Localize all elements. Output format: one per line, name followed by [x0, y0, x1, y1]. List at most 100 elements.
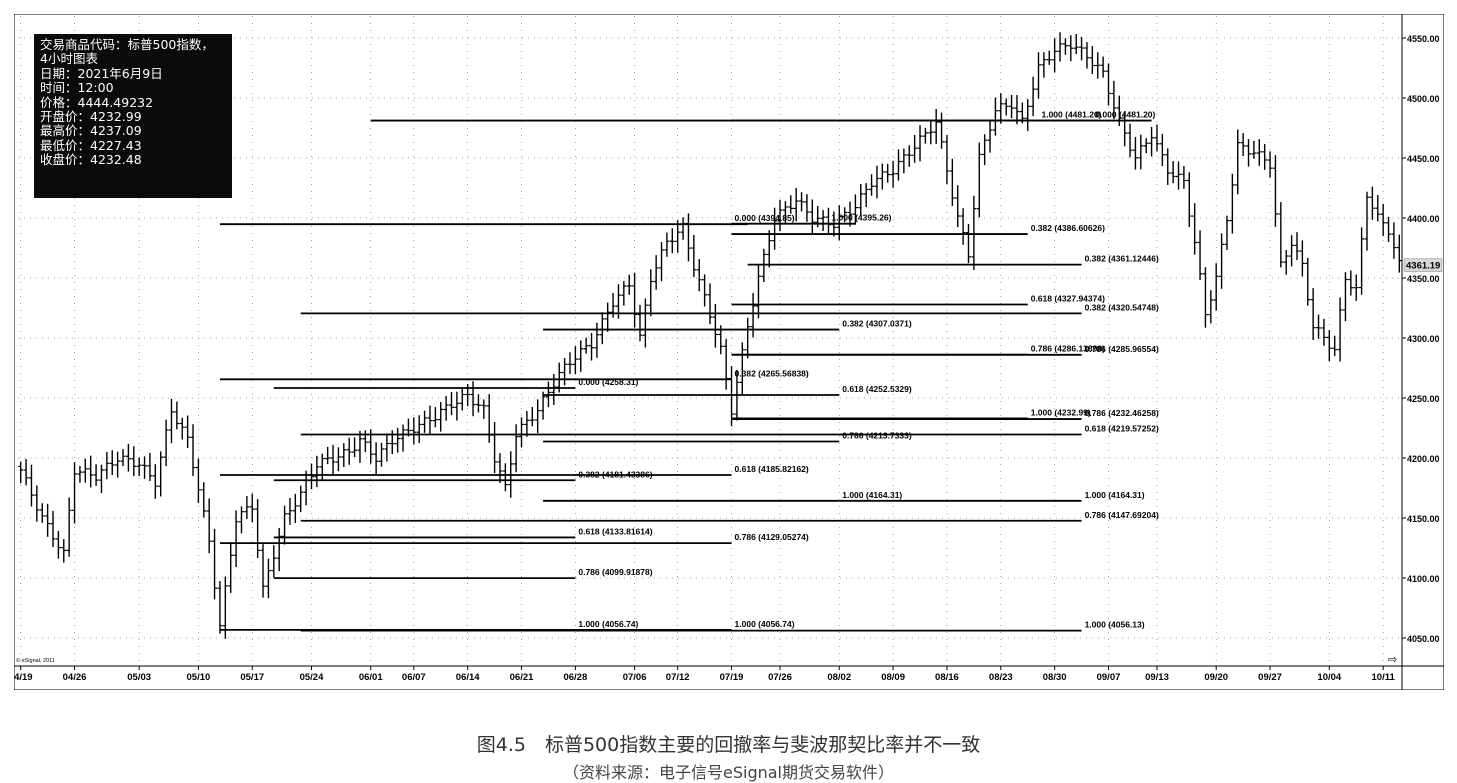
price-bar	[939, 112, 945, 149]
figure-caption: 图4.5 标普500指数主要的回撤率与斐波那契比率并不一致	[476, 734, 981, 756]
price-bar	[637, 304, 643, 342]
price-bar	[519, 417, 525, 448]
price-bar	[443, 396, 449, 421]
price-bar	[158, 451, 164, 497]
price-bar	[917, 125, 923, 162]
price-bar	[1219, 233, 1225, 289]
price-bar	[755, 264, 761, 319]
price-bar	[335, 447, 341, 472]
price-bar	[1289, 235, 1295, 267]
price-bar	[1176, 161, 1182, 190]
x-tick-label: 06/28	[563, 672, 587, 683]
price-bar	[1224, 215, 1230, 250]
fib-label: 1.000 (4164.31)	[842, 490, 902, 500]
price-bar	[1132, 137, 1138, 170]
price-bar	[1262, 143, 1268, 170]
price-bar	[1364, 191, 1370, 251]
price-bar	[1003, 98, 1009, 116]
price-bar	[955, 185, 961, 228]
price-bar	[933, 108, 939, 144]
price-bar	[976, 142, 982, 218]
price-bar	[384, 433, 390, 462]
price-bar	[1251, 140, 1257, 159]
fib-label: 0.382 (4386.60626)	[1031, 223, 1105, 233]
price-bar	[201, 482, 207, 518]
price-bar	[653, 255, 659, 290]
price-bar	[217, 581, 223, 634]
price-bar	[292, 493, 298, 523]
price-bar	[567, 352, 573, 374]
price-bar	[405, 418, 411, 437]
x-tick-label: 07/19	[720, 672, 744, 683]
info-close: 收盘价：4232.48	[40, 152, 142, 168]
price-bar	[799, 192, 805, 212]
price-bar	[1267, 151, 1273, 178]
price-bar	[1192, 203, 1198, 255]
price-bar	[1073, 34, 1079, 55]
price-bar	[793, 188, 799, 222]
price-bar	[712, 304, 718, 348]
price-bar	[632, 272, 638, 328]
price-bar	[98, 464, 104, 494]
fib-label: 0.382 (4307.0371)	[842, 319, 912, 329]
price-bar	[842, 207, 848, 223]
price-bar	[497, 453, 503, 483]
price-bar	[1030, 76, 1036, 117]
price-bar	[739, 342, 745, 396]
chart-frame: 0.000 (4481.20) 1.000 (4481.20) 0.000 (439…	[14, 14, 1444, 690]
last-price-label: 4361.19	[1406, 261, 1440, 272]
price-bar	[228, 542, 234, 593]
info-interval: 4小时图表	[40, 51, 98, 67]
y-tick-label: 4400.00	[1407, 214, 1440, 224]
price-bar	[1052, 38, 1058, 73]
fib-label: 1.000 (4056.74)	[578, 619, 638, 629]
fib-label: 0.618 (4219.57252)	[1085, 424, 1159, 434]
price-bar	[1041, 52, 1047, 78]
price-bar	[18, 461, 24, 484]
x-tick-label: 09/27	[1258, 672, 1282, 683]
price-bar	[707, 283, 713, 325]
price-bar	[1294, 232, 1300, 261]
figure-source: （资料来源：电子信号eSignal期货交易软件）	[563, 763, 894, 782]
price-bar	[922, 127, 928, 144]
price-bar	[1321, 318, 1327, 346]
price-bar	[901, 148, 907, 174]
fib-label: 1.000 (4395.26)	[831, 213, 891, 223]
price-bar	[562, 357, 568, 386]
price-bar	[696, 259, 702, 292]
price-bar	[1337, 297, 1343, 362]
price-bar	[427, 405, 433, 434]
price-bar	[454, 391, 460, 421]
price-bar	[583, 337, 589, 354]
price-bar	[1079, 36, 1085, 61]
fib-label: 1.000 (4056.13)	[1085, 620, 1145, 630]
x-tick-label: 08/30	[1043, 672, 1067, 683]
x-tick-label: 04/26	[63, 672, 87, 683]
price-bar	[535, 399, 541, 434]
price-bar	[895, 149, 901, 181]
fib-label: 0.382 (4320.54748)	[1085, 302, 1159, 312]
price-bar	[28, 464, 34, 507]
y-tick-label: 4500.00	[1407, 94, 1440, 104]
fib-label: 0.000 (4394.85)	[735, 213, 795, 223]
price-bar	[23, 458, 29, 486]
price-bar	[93, 464, 99, 486]
price-bar	[432, 407, 438, 428]
price-bar	[1127, 123, 1133, 158]
x-tick-label: 06/07	[402, 672, 426, 683]
price-bar	[675, 220, 681, 253]
price-chart: 0.000 (4481.20)1.000 (4481.20) 0.000 (439…	[14, 14, 1444, 690]
y-tick-label: 4150.00	[1407, 514, 1440, 524]
price-bar	[1025, 99, 1031, 132]
price-bar	[858, 184, 864, 217]
price-bar	[1057, 32, 1063, 62]
price-bar	[352, 437, 358, 457]
price-bar	[125, 443, 131, 472]
price-bar	[255, 499, 261, 559]
fib-label: 0.786 (4286.13898)	[1031, 344, 1105, 354]
price-bar	[766, 230, 772, 268]
price-bar	[982, 134, 988, 166]
price-bar	[1197, 230, 1203, 280]
price-bar	[475, 394, 481, 413]
price-bar	[1046, 50, 1052, 65]
